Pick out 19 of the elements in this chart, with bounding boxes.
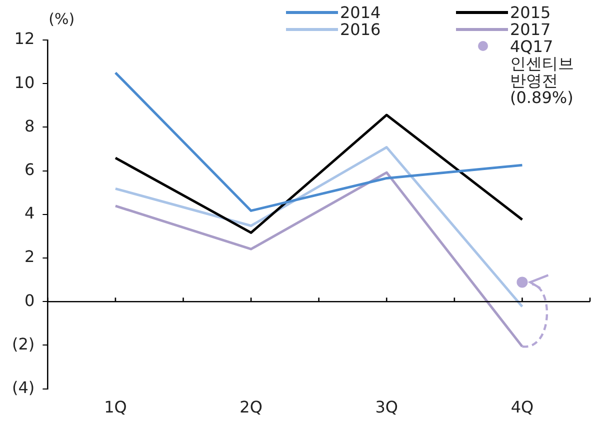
x-tick-label: 2Q	[240, 398, 262, 417]
legend-label: 2014	[340, 3, 381, 22]
y-tick-label: 0	[24, 290, 35, 310]
y-tick-label: 8	[24, 116, 35, 136]
y-tick-label: (2)	[12, 334, 35, 354]
x-tick-label: 3Q	[375, 398, 398, 417]
y-tick-label: 2	[24, 247, 35, 266]
legend-label: 2016	[340, 20, 381, 39]
y-tick-label: 10	[14, 72, 35, 92]
x-tick-label: 4Q	[510, 398, 534, 417]
y-axis-title: (%)	[48, 10, 75, 28]
legend-label: 2017	[510, 20, 551, 39]
legend-label: 4Q17 인센티브 반영전 (0.89%)	[510, 37, 574, 107]
y-tick-label: 12	[14, 29, 35, 48]
y-tick-label: 4	[24, 204, 35, 223]
x-tick-label: 1Q	[104, 398, 127, 417]
y-tick-label: 6	[24, 160, 35, 179]
y-tick-label: (4)	[12, 378, 35, 397]
legend-label: 2015	[510, 3, 551, 22]
